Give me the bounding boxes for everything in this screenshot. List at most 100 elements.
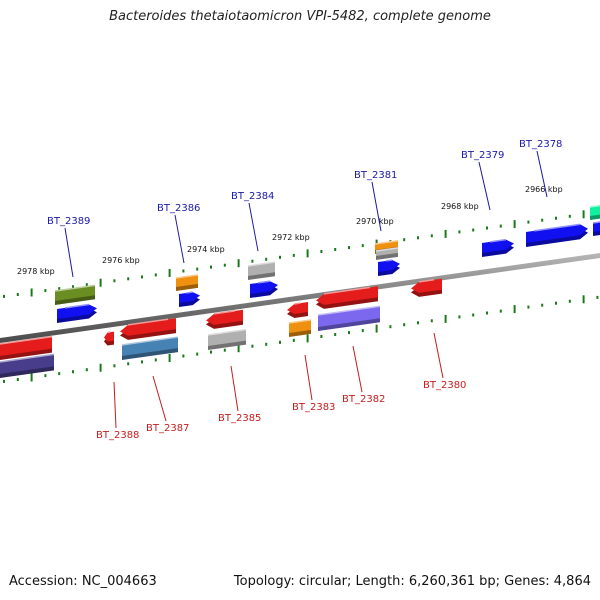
gene-label-top[interactable]: BT_2381 xyxy=(354,170,397,181)
gene-bt2386-arrow-highlight xyxy=(186,291,193,294)
scale-label: 2978 kbp xyxy=(17,267,55,276)
scale-label: 2974 kbp xyxy=(187,245,225,254)
gene-bt2378-arrow-face xyxy=(526,224,588,243)
gene-bt2389-arrow-highlight xyxy=(64,303,90,309)
gene-bt2389-box-highlight xyxy=(54,284,96,292)
scale-label: 2976 kbp xyxy=(102,256,140,265)
gene-bt2384-box-highlight xyxy=(247,261,276,267)
gene-bt2379-arrow[interactable] xyxy=(482,238,514,257)
gene-labels: 2978 kbp 2976 kbp 2974 kbp 2972 kbp 2970 kbp… xyxy=(17,139,563,441)
gene-bt2387-box[interactable] xyxy=(121,336,179,360)
gene-bt2384-arrow-highlight xyxy=(257,280,271,284)
gene-bt2387-arrow[interactable] xyxy=(120,318,176,340)
gene-label-top[interactable]: BT_2386 xyxy=(157,203,200,214)
gene-bt2385-box[interactable] xyxy=(207,328,247,350)
gene-bt2381-strip[interactable] xyxy=(375,247,399,260)
gene-bt2388-arrow-face xyxy=(104,331,114,342)
gene-edge-teal-face xyxy=(590,205,600,216)
gene-bt2386-box-highlight xyxy=(175,274,199,279)
gene-bt2381-box-face xyxy=(375,240,398,250)
gene-bt2379-arrow-highlight xyxy=(489,238,507,243)
gene-leader-line xyxy=(352,345,363,393)
gene-bt2382-arrow-face xyxy=(316,286,378,305)
gene-bt2383-box-face xyxy=(289,319,311,333)
gene-bt2378-arrow[interactable] xyxy=(526,223,588,247)
gene-leader-line xyxy=(536,150,548,198)
gene-bt2381-arrow[interactable] xyxy=(378,259,400,276)
gene-bt2382-box[interactable] xyxy=(317,305,381,331)
gene-edge-blue[interactable] xyxy=(592,221,600,236)
gene-label-top[interactable]: BT_2389 xyxy=(47,216,90,227)
genome-axis xyxy=(0,253,600,343)
gene-bt2388-arrow[interactable] xyxy=(104,331,114,346)
gene-bt2381-strip-body xyxy=(376,251,398,260)
gene-bt2383-box-highlight xyxy=(288,319,312,324)
gene-edge-red[interactable] xyxy=(0,335,53,360)
genome-summary: Topology: circular; Length: 6,260,361 bp… xyxy=(233,574,591,589)
gene-bt2385-arrow-highlight xyxy=(213,310,236,315)
gene-bt2383-arrow-face xyxy=(287,302,308,314)
gene-bt2383-box[interactable] xyxy=(288,319,312,337)
gene-label-top[interactable]: BT_2384 xyxy=(231,191,274,202)
gene-bt2386-arrow[interactable] xyxy=(179,291,200,307)
gene-bt2389-box[interactable] xyxy=(54,284,96,305)
scale-label: 2968 kbp xyxy=(441,202,479,211)
gene-bt2385-arrow[interactable] xyxy=(206,309,243,329)
gene-edge-blue-face xyxy=(593,222,600,232)
scale-label: 2966 kbp xyxy=(525,185,563,194)
gene-leader-line xyxy=(113,381,117,429)
gene-bt2381-strip-highlight xyxy=(375,247,399,252)
gene-bt2389-box-face xyxy=(55,285,95,301)
gene-bt2383-arrow[interactable] xyxy=(287,302,308,318)
gene-bt2385-box-highlight xyxy=(207,328,247,336)
gene-label-top[interactable]: BT_2379 xyxy=(461,150,504,161)
gene-bt2382-arrow-highlight xyxy=(323,286,371,295)
gene-edge-teal-highlight xyxy=(589,204,600,208)
gene-bt2382-arrow[interactable] xyxy=(316,286,378,309)
gene-edge-navy-highlight xyxy=(0,353,55,363)
gene-label-top[interactable]: BT_2378 xyxy=(519,139,562,150)
gene-bt2387-box-face xyxy=(122,337,178,356)
gene-bt2387-arrow-highlight xyxy=(127,318,169,326)
gene-bt2382-box-face xyxy=(318,306,380,327)
gene-bt2386-arrow-face xyxy=(179,292,200,303)
genome-title: Bacteroides thetaiotaomicron VPI-5482, c… xyxy=(109,9,491,24)
gene-bt2387-arrow-face xyxy=(120,318,176,336)
gene-bt2381-arrow-face xyxy=(378,260,400,272)
gene-label-bottom[interactable]: BT_2385 xyxy=(218,413,261,424)
gene-bt2378-arrow-highlight xyxy=(533,223,581,232)
gene-edge-red-highlight xyxy=(0,335,53,345)
gene-bt2386-box[interactable] xyxy=(175,274,199,291)
gene-edge-red-face xyxy=(0,336,52,356)
accession-text: Accession: NC_004663 xyxy=(9,574,157,589)
gene-leader-line xyxy=(174,214,185,264)
genes xyxy=(0,204,600,378)
gene-label-bottom[interactable]: BT_2380 xyxy=(423,380,466,391)
scale-ticks xyxy=(3,210,599,383)
gene-bt2387-box-highlight xyxy=(121,336,179,346)
gene-leader-line xyxy=(248,202,259,252)
gene-leader-line xyxy=(64,227,74,278)
gene-label-bottom[interactable]: BT_2387 xyxy=(146,423,189,434)
gene-bt2385-arrow-face xyxy=(206,309,243,325)
gene-bt2380-arrow[interactable] xyxy=(411,278,442,297)
gene-bt2380-arrow-face xyxy=(411,278,442,293)
gene-bt2381-strip-face xyxy=(376,247,398,256)
gene-bt2382-box-highlight xyxy=(317,305,381,316)
gene-bt2384-box[interactable] xyxy=(247,261,276,280)
gene-leader-line xyxy=(478,161,491,211)
gene-edge-navy[interactable] xyxy=(0,353,55,378)
gene-label-bottom[interactable]: BT_2382 xyxy=(342,394,385,405)
gene-bt2389-arrow[interactable] xyxy=(57,303,97,323)
gene-bt2384-arrow[interactable] xyxy=(250,280,278,298)
gene-label-bottom[interactable]: BT_2383 xyxy=(292,402,335,413)
gene-bt2384-arrow-face xyxy=(250,281,278,294)
gene-bt2381-arrow-highlight xyxy=(385,259,393,262)
gene-leader-line xyxy=(230,365,239,412)
gene-edge-navy-face xyxy=(0,354,54,374)
gene-leader-line xyxy=(304,354,313,401)
gene-label-bottom[interactable]: BT_2388 xyxy=(96,430,139,441)
gene-edge-teal[interactable] xyxy=(589,204,600,220)
scale-label: 2972 kbp xyxy=(272,233,310,242)
